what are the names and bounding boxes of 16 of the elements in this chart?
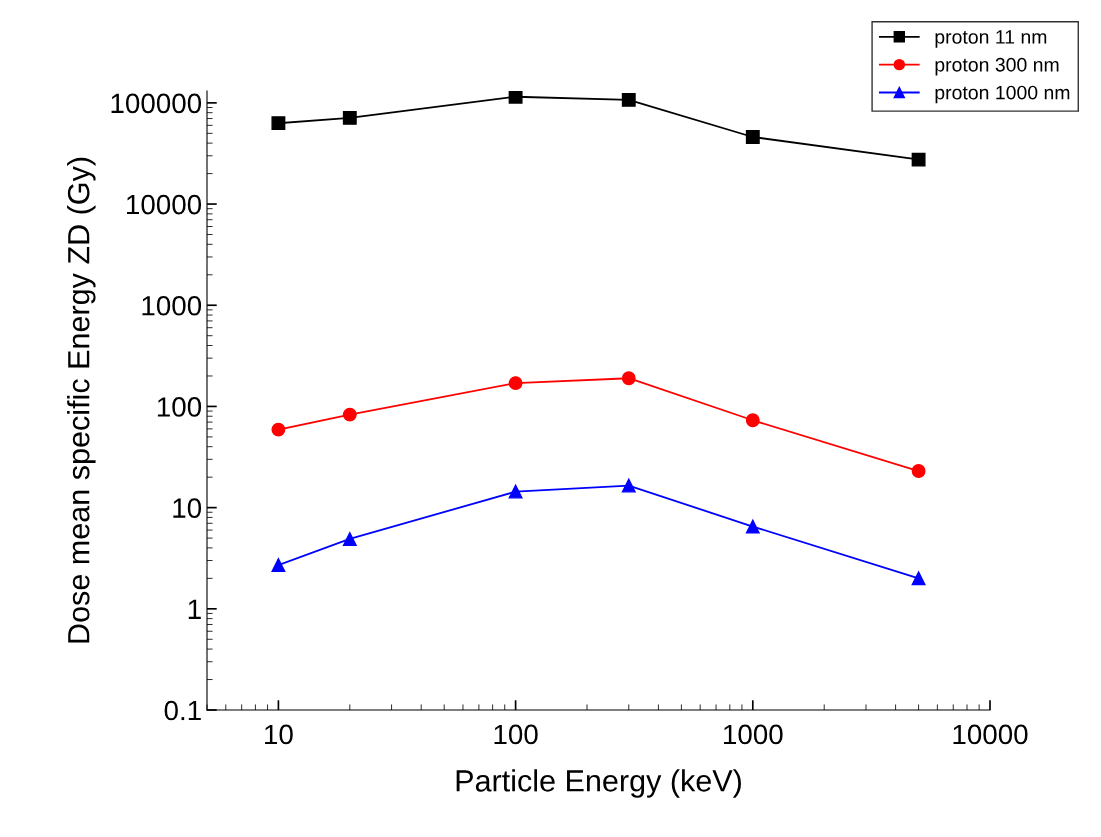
x-axis-title: Particle Energy (keV) bbox=[456, 769, 741, 798]
y-tick-label: 0.1 bbox=[164, 700, 201, 721]
x-tick-label: 100 bbox=[494, 724, 538, 745]
y-tick-label: 1 bbox=[188, 599, 201, 619]
x-tick-label: 10 bbox=[265, 724, 293, 745]
legend-label: proton 1000 nm bbox=[935, 85, 1070, 104]
y-tick-label: 10 bbox=[173, 498, 202, 518]
legend-label: proton 11 nm bbox=[935, 30, 1047, 48]
x-tick-label: 10000 bbox=[953, 724, 1028, 745]
legend-label: proton 300 nm bbox=[935, 57, 1059, 76]
y-tick-label: 1000 bbox=[142, 295, 202, 316]
y-axis-title: Dose mean specific Energy ZD (Gy) bbox=[67, 157, 96, 643]
y-tick-label: 10000 bbox=[127, 194, 202, 215]
y-tick-label: 100000 bbox=[111, 93, 202, 114]
y-tick-label: 100 bbox=[157, 397, 202, 417]
x-tick-label: 1000 bbox=[724, 724, 783, 745]
